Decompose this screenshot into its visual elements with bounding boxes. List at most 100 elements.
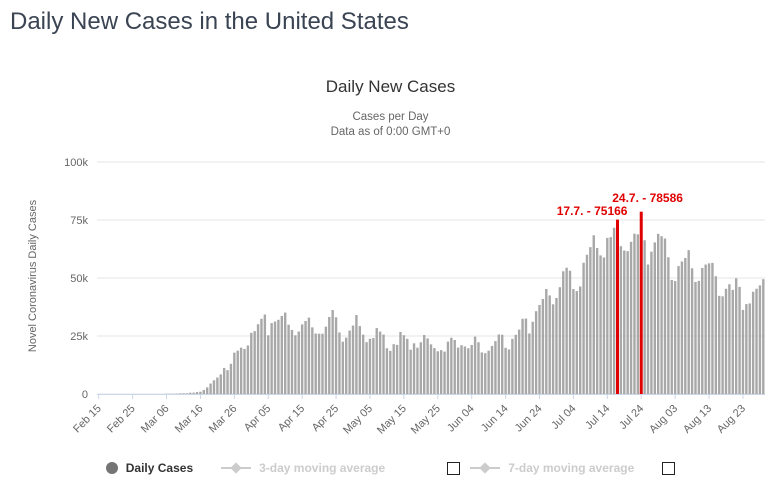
checkbox-7day-average[interactable] [662,461,676,475]
bar[interactable] [402,335,406,394]
bar[interactable] [687,250,690,394]
bar[interactable] [304,321,307,394]
bar[interactable] [701,268,704,394]
bar[interactable] [538,304,541,394]
bar[interactable] [345,337,348,394]
bar[interactable] [446,341,450,394]
legend-item-daily-cases[interactable]: Daily Cases [105,461,193,475]
bar[interactable] [372,338,375,394]
bar[interactable] [195,392,199,394]
bar[interactable] [592,235,595,394]
bar[interactable] [602,257,606,394]
checkbox-3day-average[interactable] [447,461,461,475]
bar[interactable] [243,348,246,394]
bar[interactable] [317,333,321,394]
bar[interactable] [673,281,677,394]
bar[interactable] [250,332,253,394]
bar[interactable] [762,279,765,394]
bar[interactable] [270,323,273,394]
bar[interactable] [531,321,534,394]
bar[interactable] [355,315,358,394]
bar[interactable] [267,335,270,394]
bar[interactable] [663,238,667,394]
bar[interactable] [521,318,524,394]
bar[interactable] [182,393,185,394]
bar[interactable] [514,334,517,394]
bar[interactable] [541,298,545,394]
bar[interactable] [714,276,718,394]
bar[interactable] [582,262,585,394]
bar[interactable] [629,241,633,394]
bar[interactable] [216,377,219,394]
bar[interactable] [623,250,626,394]
bar[interactable] [399,332,402,394]
bar[interactable] [206,387,209,394]
bar[interactable] [562,271,565,394]
bar[interactable] [467,348,470,394]
bar[interactable] [633,233,636,394]
legend-item-3day-average[interactable]: 3-day moving average [221,461,385,475]
bar[interactable] [680,261,684,394]
bar[interactable] [667,257,670,394]
bar[interactable] [484,353,487,394]
bar[interactable] [670,280,673,394]
bar[interactable] [609,237,612,394]
bar[interactable] [501,334,504,394]
bar[interactable] [365,342,368,394]
bar[interactable] [185,393,189,394]
bar[interactable] [436,351,439,394]
bar[interactable] [738,286,741,394]
bar[interactable] [341,341,345,394]
bar[interactable] [643,240,646,394]
bar[interactable] [219,374,222,394]
bar[interactable] [334,317,338,394]
bar[interactable] [507,349,511,394]
bar[interactable] [368,338,372,394]
bar[interactable] [504,347,507,394]
bar[interactable] [656,233,660,394]
bar[interactable] [487,350,490,394]
bar[interactable] [226,370,229,394]
bar[interactable] [375,328,378,394]
bar[interactable] [395,344,399,394]
bar[interactable] [443,351,446,394]
bar[interactable] [751,291,755,394]
bar[interactable] [612,227,616,394]
bar[interactable] [704,264,707,394]
bar[interactable] [558,287,562,394]
bar[interactable] [684,258,687,394]
bar[interactable] [389,350,392,394]
bar[interactable] [229,363,233,394]
bar[interactable] [378,331,382,394]
bar[interactable] [626,251,629,394]
bar[interactable] [277,319,280,394]
bar[interactable] [511,338,514,394]
bar[interactable] [239,347,243,394]
bar[interactable] [734,278,738,394]
bar[interactable] [548,295,551,394]
bar[interactable] [731,289,734,394]
bar[interactable] [429,344,433,394]
bar[interactable] [565,267,568,394]
bar[interactable] [619,246,623,394]
bar[interactable] [236,350,239,394]
bar[interactable] [517,329,521,394]
bar[interactable] [755,288,758,394]
bar[interactable] [307,317,311,394]
bar[interactable] [697,280,701,394]
bar[interactable] [273,321,277,394]
bar[interactable] [758,285,762,394]
bar[interactable] [294,335,297,394]
bar[interactable] [534,311,538,394]
bar[interactable] [338,332,341,394]
bar[interactable] [260,318,263,394]
bar[interactable] [748,303,751,394]
bar[interactable] [233,352,236,394]
bar[interactable] [321,333,324,394]
bar[interactable] [280,315,284,394]
bar[interactable] [497,334,501,394]
bar[interactable] [358,326,361,394]
bar[interactable] [189,392,192,394]
bar[interactable] [222,367,226,394]
bar[interactable] [324,326,328,394]
